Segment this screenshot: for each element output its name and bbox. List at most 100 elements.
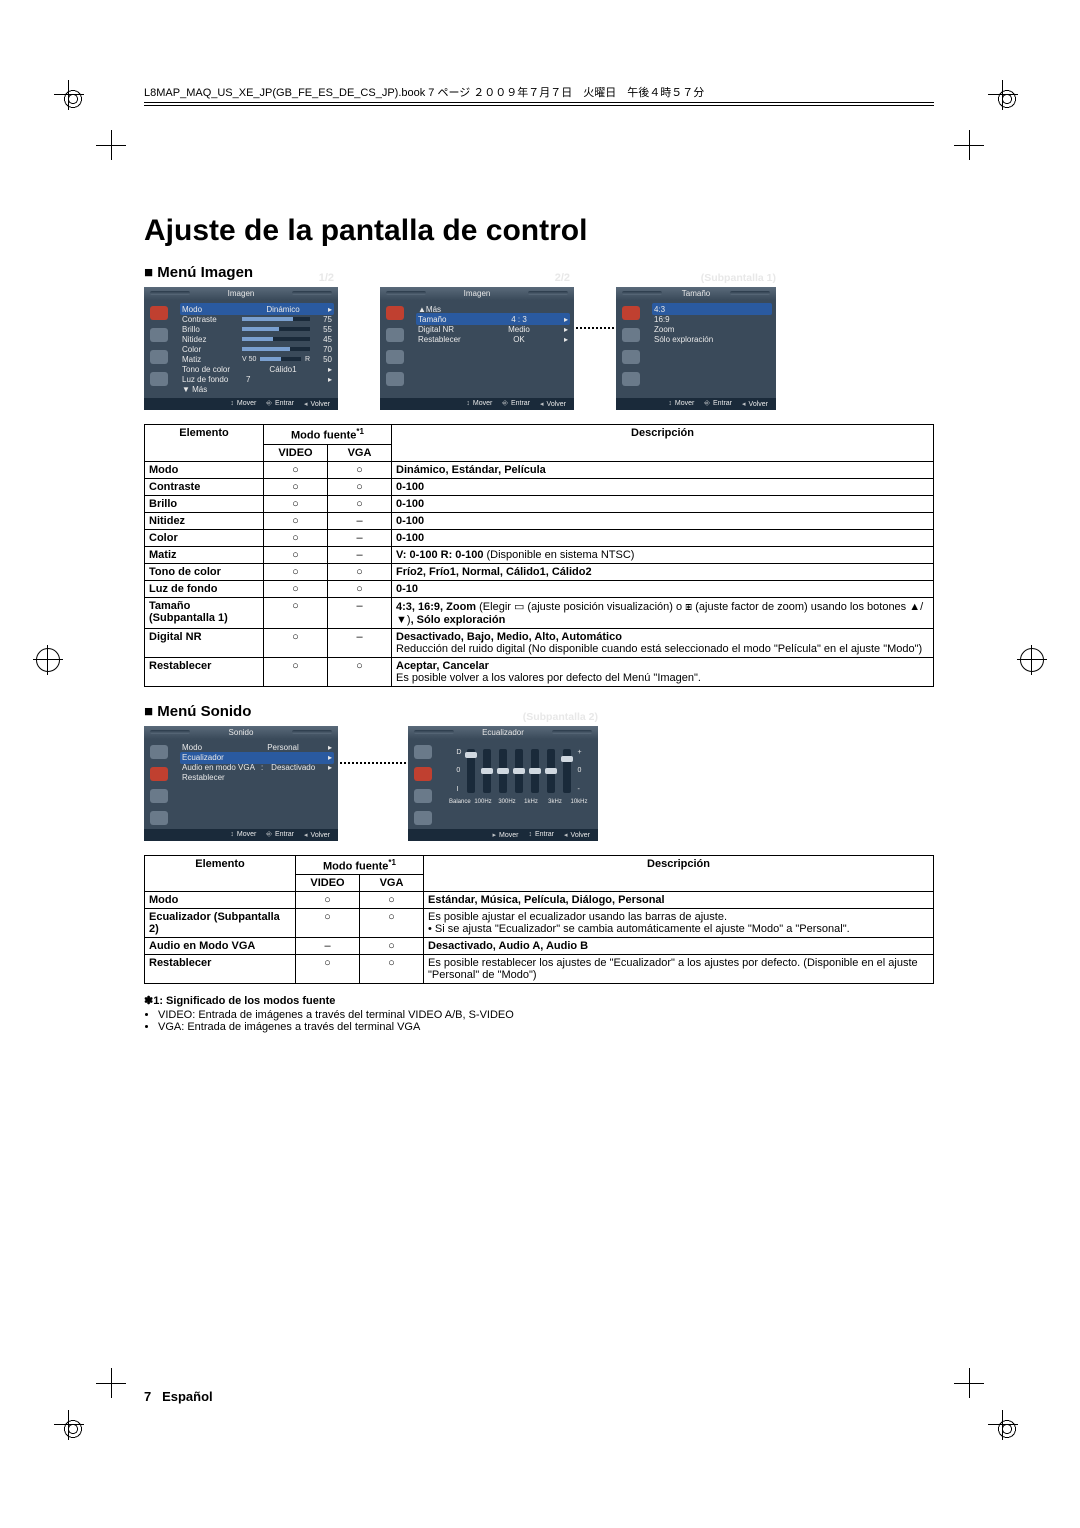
osd-item-label: Digital NR — [418, 325, 474, 334]
osd-item-value: 50 — [314, 355, 332, 364]
osd-hint-entrar: Entrar — [502, 400, 530, 408]
td-elemento: Nitidez — [145, 512, 264, 529]
osd-hint-mover: Mover — [668, 400, 694, 408]
td-video: ○ — [264, 461, 328, 478]
table-row: Brillo○○0-100 — [145, 495, 934, 512]
td-desc: 4:3, 16:9, Zoom (Elegir ▭ (ajuste posici… — [392, 597, 934, 628]
td-desc: Desactivado, Bajo, Medio, Alto, Automáti… — [392, 628, 934, 657]
osd-item-value: 7 — [246, 375, 250, 384]
th-descripcion: Descripción — [392, 425, 934, 462]
osd-hint-mover: Mover — [466, 400, 492, 408]
th-elemento: Elemento — [145, 855, 296, 892]
td-desc: Aceptar, CancelarEs posible volver a los… — [392, 657, 934, 686]
th-modo-fuente: Modo fuente*1 — [296, 855, 424, 875]
osd-title: Imagen — [144, 287, 338, 300]
td-elemento: Matiz — [145, 546, 264, 563]
td-elemento: Audio en Modo VGA — [145, 938, 296, 955]
osd-equalizer: (Subpantalla 2) Ecualizador D0I +0- — [408, 726, 598, 841]
crop-mark — [96, 130, 126, 160]
osd-hint-entrar: Entrar — [266, 400, 294, 408]
td-vga: – — [328, 628, 392, 657]
osd-hint-entrar: Entrar — [266, 831, 294, 839]
chevron-right-icon: ▸ — [328, 305, 332, 314]
table-row: Tono de color○○Frío2, Frío1, Normal, Cál… — [145, 563, 934, 580]
osd-hint-mover: Mover — [230, 831, 256, 839]
table-row: Restablecer○○Es posible restablecer los … — [145, 955, 934, 984]
chevron-right-icon: ▸ — [328, 375, 332, 384]
osd-tab-icon — [150, 350, 168, 364]
th-video: VIDEO — [264, 444, 328, 461]
td-video: ○ — [264, 478, 328, 495]
osd-tab-icon — [386, 328, 404, 342]
table-row: Ecualizador (Subpantalla 2)○○Es posible … — [145, 909, 934, 938]
osd-item-label: Matiz — [182, 355, 238, 364]
eq-freq-label: Balance — [449, 799, 469, 805]
osd-hint-volver: Volver — [564, 831, 590, 839]
td-vga: ○ — [360, 938, 424, 955]
th-elemento: Elemento — [145, 425, 264, 462]
td-video: ○ — [264, 546, 328, 563]
osd-tab-icon — [414, 789, 432, 803]
osd-item-value: 4 : 3 — [511, 315, 527, 324]
osd-title: Imagen — [380, 287, 574, 300]
osd-item-value: 45 — [314, 335, 332, 344]
footnotes: ✽1: Significado de los modos fuente VIDE… — [144, 994, 934, 1033]
th-vga: VGA — [360, 875, 424, 892]
osd-tab-icon — [150, 372, 168, 386]
chevron-right-icon: ▸ — [328, 365, 332, 374]
td-elemento: Ecualizador (Subpantalla 2) — [145, 909, 296, 938]
osd-item-label: Tono de color — [182, 365, 238, 374]
table-image-menu: Elemento Modo fuente*1 Descripción VIDEO… — [144, 424, 934, 687]
crop-mark — [58, 1414, 88, 1444]
td-vga: ○ — [360, 892, 424, 909]
osd-tab-icon — [150, 767, 168, 781]
registration-mark — [1020, 648, 1044, 672]
eq-axis-top: D — [456, 749, 461, 756]
td-elemento: Digital NR — [145, 628, 264, 657]
td-desc: V: 0-100 R: 0-100 (Disponible en sistema… — [392, 546, 934, 563]
osd-tab-icon — [150, 745, 168, 759]
osd-title: Sonido — [144, 726, 338, 739]
osd-title: Ecualizador — [408, 726, 598, 739]
osd-item-label: Modo — [182, 305, 238, 314]
td-vga: ○ — [360, 909, 424, 938]
eq-bar — [563, 749, 571, 793]
osd-page-caption: 2/2 — [555, 272, 570, 284]
osd-item-value: 75 — [314, 315, 332, 324]
table-row: Tamaño (Subpantalla 1)○–4:3, 16:9, Zoom … — [145, 597, 934, 628]
osd-item-label: Tamaño — [418, 315, 474, 324]
td-desc: 0-100 — [392, 495, 934, 512]
connector-dots — [576, 327, 614, 329]
td-elemento: Restablecer — [145, 657, 264, 686]
td-elemento: Modo — [145, 892, 296, 909]
crop-mark — [954, 1368, 984, 1398]
eq-bar — [515, 749, 523, 793]
td-video: ○ — [264, 529, 328, 546]
osd-item-value: Desactivado — [271, 763, 315, 772]
chevron-right-icon: ▸ — [328, 763, 332, 772]
osd-tab-icon — [150, 811, 168, 825]
osd-tab-icon — [386, 372, 404, 386]
td-desc: Estándar, Música, Película, Diálogo, Per… — [424, 892, 934, 909]
osd-hint-volver: Volver — [304, 400, 330, 408]
td-video: ○ — [296, 892, 360, 909]
eq-freq-label: 100Hz — [473, 799, 493, 805]
table-row: Matiz○–V: 0-100 R: 0-100 (Disponible en … — [145, 546, 934, 563]
osd-item-value: 55 — [314, 325, 332, 334]
th-descripcion: Descripción — [424, 855, 934, 892]
td-video: ○ — [264, 563, 328, 580]
osd-hint-entrar: Entrar — [704, 400, 732, 408]
osd-item-label: Color — [182, 345, 238, 354]
chevron-right-icon: ▸ — [328, 743, 332, 752]
osd-option: 16:9 — [654, 315, 670, 324]
chevron-right-icon: ▸ — [328, 753, 332, 762]
td-vga: – — [328, 597, 392, 628]
osd-hint-mover: Mover — [230, 400, 256, 408]
td-elemento: Luz de fondo — [145, 580, 264, 597]
osd-item-label: Contraste — [182, 315, 238, 324]
osd-item-value: Personal — [267, 743, 299, 752]
osd-item-label: Restablecer — [418, 335, 474, 344]
source-file-header: L8MAP_MAQ_US_XE_JP(GB_FE_ES_DE_CS_JP).bo… — [144, 84, 934, 103]
eq-freq-label: 300Hz — [497, 799, 517, 805]
td-vga: – — [328, 512, 392, 529]
